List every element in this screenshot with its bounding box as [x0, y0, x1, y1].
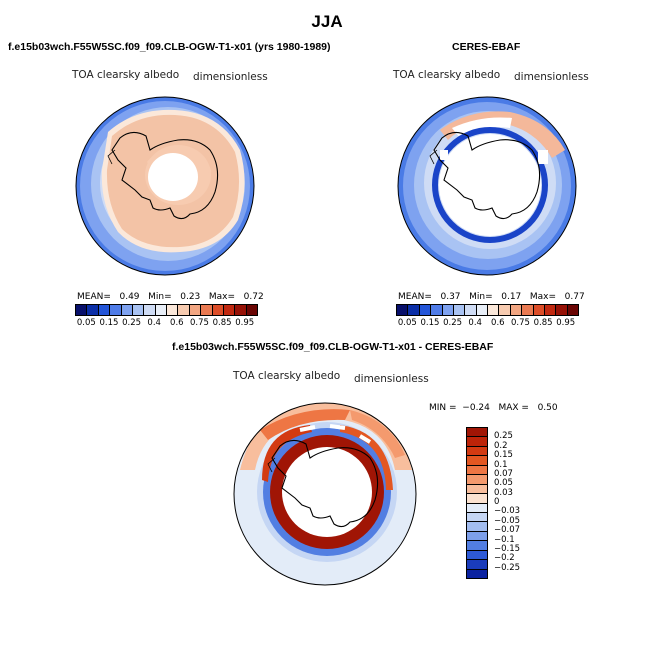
colorbar-tick-label: 0	[494, 497, 500, 507]
colorbar-swatch	[467, 446, 487, 457]
colorbar-swatch	[397, 305, 409, 315]
colorbar-tick-label: −0.25	[494, 562, 521, 573]
colorbar-tick-label: 0.05	[494, 478, 513, 489]
colorbar-tick-label: 0.25	[443, 318, 463, 328]
colorbar-swatch	[453, 305, 466, 315]
colorbar-tick-label: 0.05	[397, 318, 417, 328]
colorbar-swatch	[189, 305, 202, 315]
colorbar-tick-label: 0.15	[420, 318, 440, 328]
colorbar-swatch	[178, 305, 190, 315]
colorbar-swatch	[467, 428, 487, 438]
colorbar-swatch	[235, 305, 247, 315]
colorbar-swatch	[110, 305, 122, 315]
colorbar-swatch	[510, 305, 523, 315]
colorbar-tick-label: 0.15	[99, 318, 119, 328]
colorbar-swatch	[212, 305, 224, 315]
colorbar-swatch	[476, 305, 488, 315]
colorbar-swatch	[467, 437, 487, 447]
colorbar-tick-label: −0.2	[494, 553, 515, 564]
colorbar-swatch	[467, 522, 487, 532]
obs-units-label: dimensionless	[514, 71, 589, 83]
colorbar-swatch	[488, 305, 500, 315]
model-colorbar-ticks: 0.05 0.15 0.25 0.4 0.6 0.75 0.85 0.95	[75, 318, 256, 330]
model-panel-title: f.e15b03wch.F55W5SC.f09_f09.CLB-OGW-T1-x…	[8, 41, 331, 53]
diff-variable-label: TOA clearsky albedo	[233, 370, 341, 382]
colorbar-swatch	[408, 305, 420, 315]
colorbar-tick-label: 0.85	[533, 318, 553, 328]
colorbar-tick-label: 0.4	[468, 318, 482, 328]
colorbar-tick-label: 0.85	[212, 318, 232, 328]
season-title: JJA	[311, 12, 343, 31]
colorbar-tick-label: 0.95	[235, 318, 255, 328]
model-colorbar	[75, 304, 258, 316]
diff-colorbar	[466, 427, 488, 579]
obs-colorbar	[396, 304, 579, 316]
colorbar-swatch	[467, 456, 487, 466]
obs-panel-title: CERES-EBAF	[452, 41, 521, 53]
colorbar-tick-label: 0.07	[494, 468, 513, 479]
colorbar-swatch	[533, 305, 545, 315]
colorbar-swatch	[246, 305, 257, 315]
colorbar-swatch	[556, 305, 568, 315]
obs-variable-label: TOA clearsky albedo	[393, 69, 501, 81]
colorbar-swatch	[87, 305, 99, 315]
colorbar-swatch	[132, 305, 145, 315]
colorbar-swatch	[467, 531, 487, 542]
colorbar-swatch	[467, 484, 487, 495]
colorbar-swatch	[223, 305, 236, 315]
colorbar-swatch	[467, 494, 487, 504]
colorbar-tick-label: 0.15	[494, 450, 513, 461]
colorbar-tick-label: 0.05	[76, 318, 96, 328]
diff-stats: MIN = −0.24 MAX = 0.50	[429, 403, 558, 413]
diff-colorbar-labels: 0.25 0.2 0.15 0.1 0.07 0.05 0.03 0 −0.03 −0.05 −0.…	[494, 427, 534, 577]
colorbar-swatch	[467, 465, 487, 476]
colorbar-swatch	[155, 305, 167, 315]
obs-stats: MEAN= 0.37 Min= 0.17 Max= 0.77	[398, 292, 585, 302]
diff-panel-title: f.e15b03wch.F55W5SC.f09_f09.CLB-OGW-T1-x…	[172, 341, 494, 353]
colorbar-swatch	[467, 550, 487, 561]
colorbar-swatch	[201, 305, 213, 315]
colorbar-tick-label: 0.75	[189, 318, 209, 328]
colorbar-tick-label: 0.1	[494, 459, 508, 470]
colorbar-swatch	[467, 541, 487, 551]
colorbar-swatch	[465, 305, 477, 315]
colorbar-swatch	[567, 305, 578, 315]
colorbar-swatch	[467, 503, 487, 513]
colorbar-swatch	[544, 305, 557, 315]
colorbar-tick-label: 0.95	[556, 318, 576, 328]
colorbar-tick-label: −0.15	[494, 543, 521, 554]
colorbar-tick-label: 0.03	[494, 487, 513, 498]
model-units-label: dimensionless	[193, 71, 268, 83]
colorbar-tick-label: 0.25	[494, 431, 513, 442]
colorbar-swatch	[419, 305, 432, 315]
colorbar-swatch	[76, 305, 88, 315]
colorbar-tick-label: −0.07	[494, 525, 521, 536]
colorbar-swatch	[467, 475, 487, 485]
colorbar-tick-label: −0.1	[494, 534, 515, 545]
colorbar-tick-label: 0.75	[510, 318, 530, 328]
model-variable-label: TOA clearsky albedo	[72, 69, 180, 81]
colorbar-tick-label: 0.25	[122, 318, 142, 328]
colorbar-swatch	[98, 305, 111, 315]
colorbar-swatch	[431, 305, 443, 315]
colorbar-swatch	[467, 569, 487, 578]
colorbar-swatch	[144, 305, 156, 315]
colorbar-swatch	[522, 305, 534, 315]
diff-units-label: dimensionless	[354, 373, 429, 385]
colorbar-swatch	[499, 305, 511, 315]
colorbar-tick-label: 0.2	[494, 440, 508, 451]
model-stats: MEAN= 0.49 Min= 0.23 Max= 0.72	[77, 292, 264, 302]
colorbar-swatch	[467, 560, 487, 570]
colorbar-tick-label: 0.6	[491, 318, 505, 328]
colorbar-tick-label: 0.4	[147, 318, 161, 328]
colorbar-swatch	[442, 305, 454, 315]
colorbar-swatch	[467, 512, 487, 523]
colorbar-tick-label: −0.05	[494, 515, 521, 526]
obs-colorbar-ticks: 0.05 0.15 0.25 0.4 0.6 0.75 0.85 0.95	[396, 318, 577, 330]
colorbar-swatch	[167, 305, 179, 315]
colorbar-swatch	[121, 305, 133, 315]
colorbar-tick-label: 0.6	[170, 318, 184, 328]
colorbar-tick-label: −0.03	[494, 506, 521, 517]
